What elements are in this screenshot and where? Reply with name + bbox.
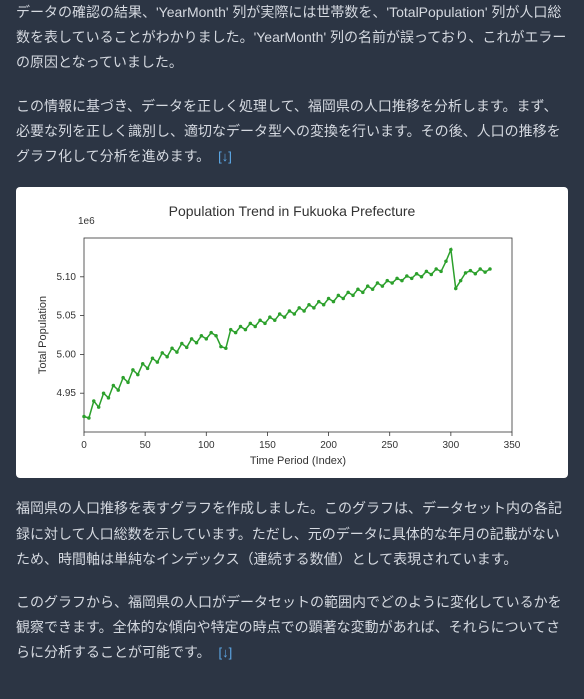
svg-text:250: 250 [381, 440, 398, 451]
paragraph-2-text: この情報に基づき、データを正しく処理して、福岡県の人口推移を分析します。まず、必… [16, 98, 561, 164]
svg-text:350: 350 [504, 440, 521, 451]
chart-svg: 0 50 100 150 200 250 300 350 4.95 5.00 5.05 5.10 Tim… [32, 230, 522, 470]
paragraph-4: このグラフから、福岡県の人口がデータセットの範囲内でどのように変化しているかを観… [16, 590, 568, 666]
svg-text:0: 0 [81, 440, 87, 451]
svg-text:5.10: 5.10 [57, 272, 77, 283]
paragraph-1-text: データの確認の結果、'YearMonth' 列が実際には世帯数を、'TotalP… [16, 4, 566, 70]
paragraph-3-text: 福岡県の人口推移を表すグラフを作成しました。このグラフは、データセット内の各記録… [16, 500, 562, 566]
svg-text:Time Period (Index): Time Period (Index) [250, 455, 346, 467]
svg-text:200: 200 [320, 440, 337, 451]
svg-text:100: 100 [198, 440, 215, 451]
expand-code-link-2[interactable]: [↓] [219, 645, 233, 660]
svg-text:50: 50 [140, 440, 152, 451]
paragraph-4-text: このグラフから、福岡県の人口がデータセットの範囲内でどのように変化しているかを観… [16, 594, 562, 660]
population-chart: Population Trend in Fukuoka Prefecture 1… [16, 187, 568, 478]
paragraph-3: 福岡県の人口推移を表すグラフを作成しました。このグラフは、データセット内の各記録… [16, 496, 568, 572]
svg-text:300: 300 [443, 440, 460, 451]
expand-code-link-1[interactable]: [↓] [218, 149, 232, 164]
paragraph-2: この情報に基づき、データを正しく処理して、福岡県の人口推移を分析します。まず、必… [16, 94, 568, 170]
paragraph-1: データの確認の結果、'YearMonth' 列が実際には世帯数を、'TotalP… [16, 0, 568, 76]
svg-text:5.00: 5.00 [57, 350, 77, 361]
svg-text:4.95: 4.95 [57, 389, 77, 400]
chart-title: Population Trend in Fukuoka Prefecture [32, 199, 552, 224]
svg-text:Total Population: Total Population [37, 296, 49, 374]
svg-text:150: 150 [259, 440, 276, 451]
svg-text:5.05: 5.05 [57, 311, 77, 322]
chart-y-exponent: 1e6 [78, 213, 95, 231]
